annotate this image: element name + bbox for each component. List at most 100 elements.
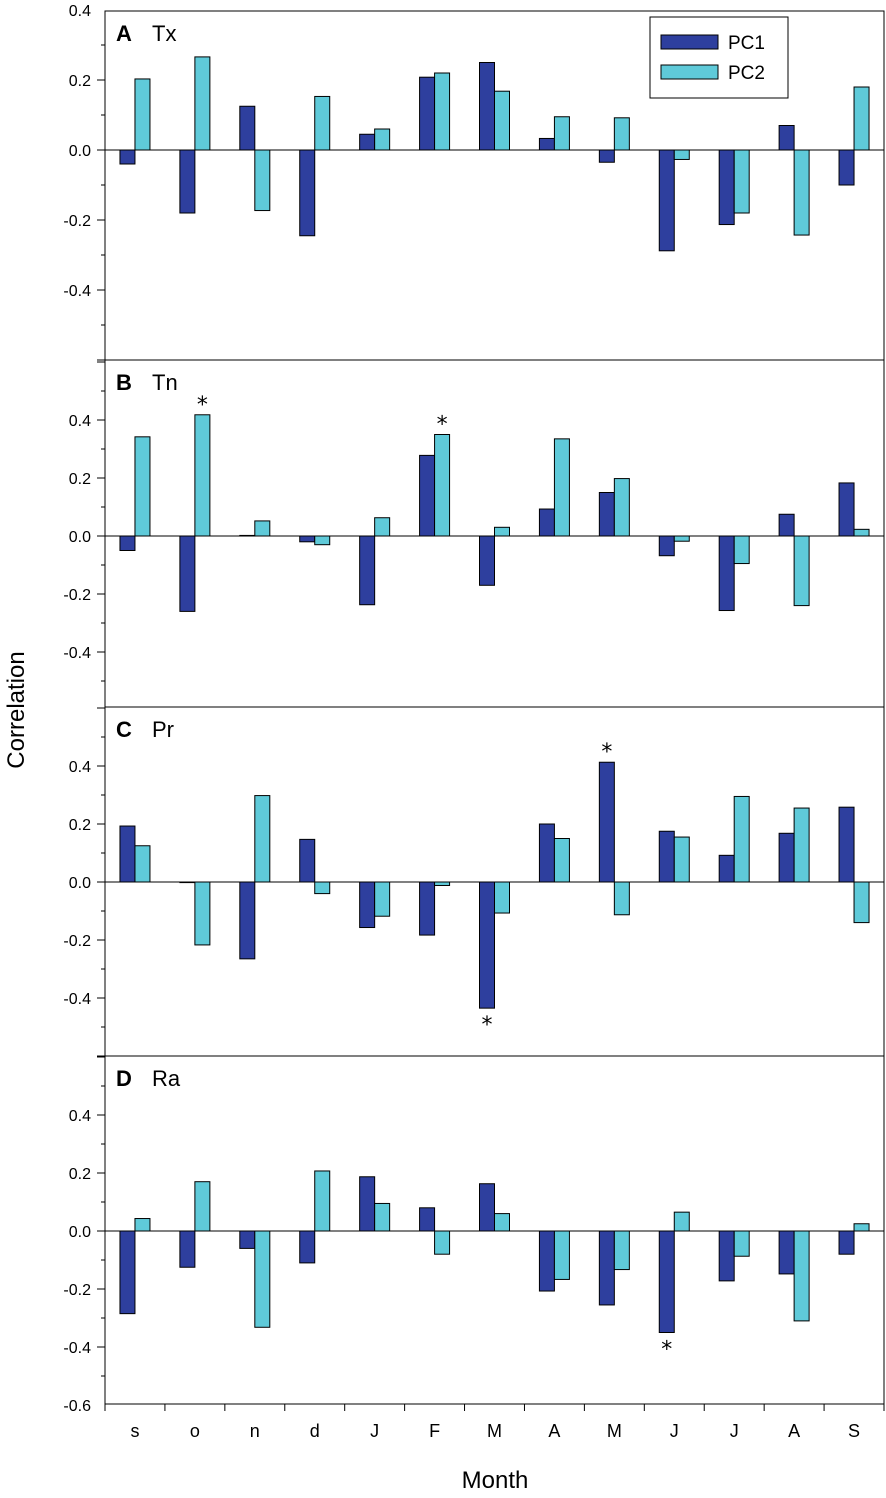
bar-pc2 xyxy=(254,795,271,883)
bar-pc1 xyxy=(239,534,256,537)
panel-letter: D xyxy=(116,1066,132,1091)
panel-d: -0.6 -0.4 -0.2 0.0 0.2 0.4 * D Ra xyxy=(63,1055,885,1415)
legend-label-pc1: PC1 xyxy=(728,33,765,54)
bar-pc2 xyxy=(853,1223,870,1232)
panel-variable: Ra xyxy=(152,1066,181,1091)
bar-pc2 xyxy=(314,881,331,895)
bar-pc2 xyxy=(793,149,810,236)
bar-pc1 xyxy=(479,62,495,151)
y-tick-label: 0.2 xyxy=(69,471,91,488)
bar-pc1 xyxy=(359,1176,376,1232)
bar-pc1 xyxy=(778,513,795,537)
bar-pc2 xyxy=(254,1230,271,1328)
bar-pc1 xyxy=(538,1230,555,1292)
bar-pc2 xyxy=(673,535,690,542)
y-tick-label: -0.2 xyxy=(63,213,91,230)
bar-pc2 xyxy=(434,434,451,537)
x-tick-label: s xyxy=(130,1421,139,1441)
bar-pc2 xyxy=(853,528,870,537)
bar-pc1 xyxy=(658,535,675,557)
y-tick-label: 0.0 xyxy=(69,1224,91,1241)
bar-pc2 xyxy=(853,881,870,924)
legend-swatch-pc1 xyxy=(660,34,719,50)
bar-pc1 xyxy=(239,1230,256,1249)
x-tick-label: M xyxy=(487,1421,502,1441)
bar-pc1 xyxy=(598,1230,615,1306)
bar-pc1 xyxy=(239,881,256,960)
bar-pc2 xyxy=(793,807,810,883)
significance-marker: * xyxy=(601,740,612,765)
bar-pc2 xyxy=(553,838,570,883)
bar-pc1 xyxy=(119,149,136,165)
bar-pc2 xyxy=(314,95,331,151)
y-tick-label: -0.2 xyxy=(63,1282,91,1299)
y-tick-label: 0.0 xyxy=(69,143,91,160)
panel-letter: B xyxy=(116,370,132,395)
y-tick-label: -0.4 xyxy=(63,1340,91,1357)
x-tick-label: o xyxy=(190,1421,200,1441)
bar-pc2 xyxy=(494,90,510,151)
bar-pc2 xyxy=(314,535,331,546)
bar-pc2 xyxy=(613,881,630,916)
panels: -0.4 -0.2 0.0 0.2 0.4 A Tx -0.4 -0.2 0.0 0.2 0.4 * * B… xyxy=(63,3,885,1415)
bar-pc2 xyxy=(374,128,391,151)
bar-pc1 xyxy=(299,535,316,543)
bar-pc1 xyxy=(658,1230,675,1333)
y-tick-label: -0.4 xyxy=(63,991,91,1008)
bar-pc2 xyxy=(194,1181,211,1232)
bar-pc2 xyxy=(733,1230,750,1257)
y-tick-label: 0.2 xyxy=(69,73,91,90)
bar-pc1 xyxy=(179,535,196,612)
bar-pc2 xyxy=(553,438,570,537)
bar-pc2 xyxy=(673,836,690,883)
y-tick-label: -0.4 xyxy=(63,283,91,300)
bar-pc1 xyxy=(299,838,316,883)
bar-pc1 xyxy=(479,881,495,1009)
bar-pc2 xyxy=(314,1170,331,1232)
bar-pc1 xyxy=(598,149,615,163)
legend-label-pc2: PC2 xyxy=(728,63,765,84)
x-tick-label: d xyxy=(310,1421,320,1441)
bar-pc2 xyxy=(733,795,750,883)
bar-pc1 xyxy=(119,1230,136,1315)
bar-pc1 xyxy=(778,125,795,151)
bar-pc2 xyxy=(374,517,391,537)
y-tick-label: 0.4 xyxy=(69,3,91,20)
bar-pc1 xyxy=(838,806,855,883)
bar-pc1 xyxy=(419,881,436,936)
panel-letter: C xyxy=(116,717,132,742)
bar-pc1 xyxy=(718,149,735,226)
bar-pc1 xyxy=(598,761,615,883)
bar-pc1 xyxy=(179,881,196,884)
y-tick-label: 0.4 xyxy=(69,413,91,430)
bar-pc2 xyxy=(134,78,151,151)
x-tick-label: n xyxy=(250,1421,260,1441)
bar-pc1 xyxy=(299,149,316,237)
bar-pc1 xyxy=(838,1230,855,1255)
significance-marker: * xyxy=(197,393,208,418)
x-tick-label: M xyxy=(607,1421,622,1441)
bar-pc2 xyxy=(254,520,271,537)
y-tick-label: 0.0 xyxy=(69,875,91,892)
legend-box xyxy=(649,16,789,99)
bar-pc2 xyxy=(553,1230,570,1280)
bar-pc2 xyxy=(134,1218,151,1232)
bar-pc2 xyxy=(494,526,510,537)
bar-pc2 xyxy=(494,1213,510,1232)
bar-pc1 xyxy=(778,1230,795,1275)
bar-pc1 xyxy=(119,825,136,883)
y-tick-label: 0.4 xyxy=(69,759,91,776)
panel-variable: Tn xyxy=(152,370,178,395)
bar-pc1 xyxy=(119,535,136,551)
bar-pc1 xyxy=(538,823,555,883)
bar-pc2 xyxy=(613,117,630,151)
bar-pc1 xyxy=(778,832,795,883)
bar-pc2 xyxy=(434,1230,451,1255)
significance-marker: * xyxy=(437,413,448,438)
panel-frame xyxy=(104,1055,885,1405)
bar-pc1 xyxy=(479,535,495,586)
significance-marker: * xyxy=(482,1013,493,1038)
bar-pc1 xyxy=(479,1183,495,1232)
